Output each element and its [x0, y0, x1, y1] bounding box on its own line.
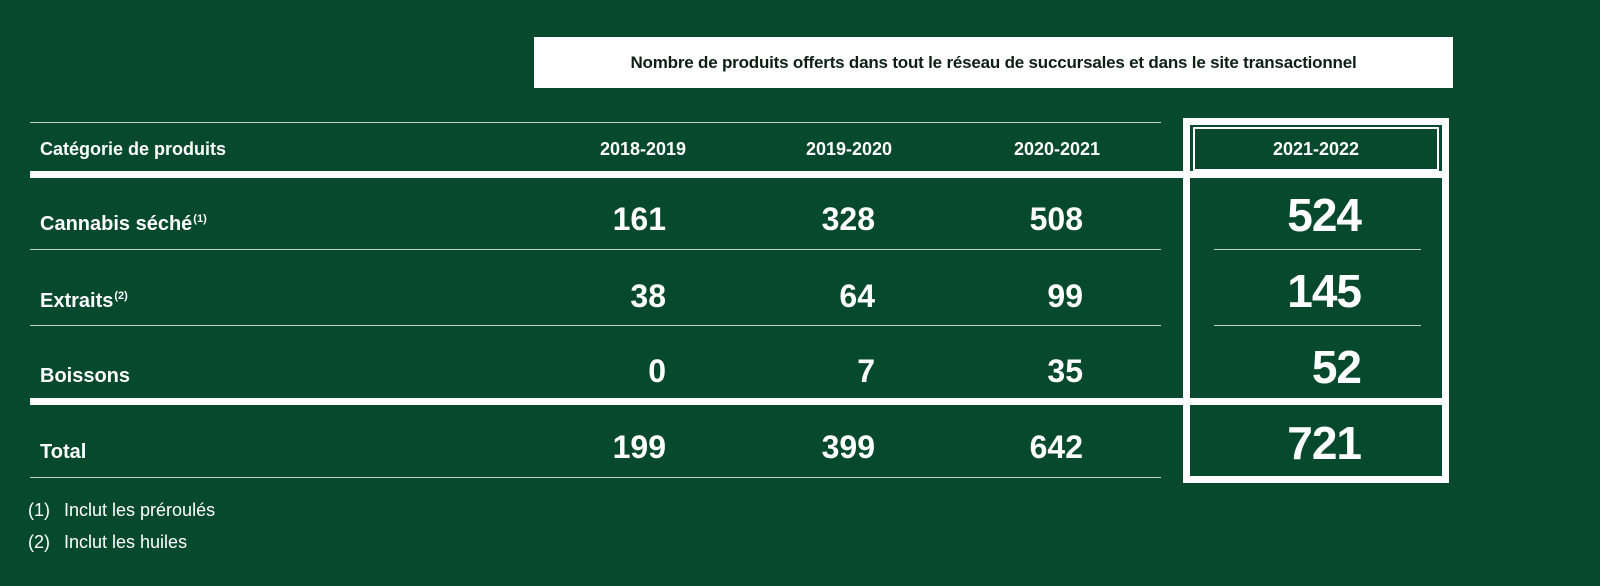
- table-cell: 161: [612, 201, 666, 237]
- highlight-cell: 52: [1311, 341, 1362, 393]
- highlight-row-divider: [1214, 249, 1421, 250]
- total-top-rule: [30, 398, 1449, 405]
- table-bottom-rule: [30, 477, 1161, 478]
- header-bottom-rule: [30, 171, 1449, 178]
- footnote: (1) Inclut les préroulés: [28, 500, 216, 520]
- table-cell: 0: [648, 353, 666, 389]
- highlight-header-frame: [1193, 127, 1439, 171]
- highlight-cell: 524: [1287, 189, 1362, 241]
- table-title: Nombre de produits offerts dans tout le …: [534, 37, 1453, 88]
- footnote: (2) Inclut les huiles: [28, 532, 188, 552]
- header-top-rule: [30, 122, 1161, 123]
- highlight-total-cell: 721: [1287, 417, 1362, 469]
- highlight-cell: 145: [1287, 265, 1362, 317]
- category-header: Catégorie de produits: [40, 139, 227, 159]
- year-header: 2020-2021: [1013, 139, 1101, 159]
- table-cell: 508: [1029, 201, 1083, 237]
- row-label: Extraits(2): [40, 290, 128, 312]
- row-divider: [30, 249, 1161, 250]
- total-cell: 399: [821, 429, 875, 465]
- highlight-column-frame: [1183, 118, 1449, 483]
- row-label: Cannabis séché(1): [40, 213, 207, 235]
- table-cell: 35: [1047, 353, 1083, 389]
- row-divider: [30, 325, 1161, 326]
- table-cell: 38: [630, 278, 666, 314]
- total-cell: 642: [1029, 429, 1083, 465]
- year-header: 2019-2020: [805, 139, 893, 159]
- total-label: Total: [40, 441, 87, 463]
- highlight-row-divider: [1214, 325, 1421, 326]
- year-header: 2018-2019: [599, 139, 687, 159]
- highlight-year-header: 2021-2022: [1272, 139, 1360, 159]
- table-cell: 64: [839, 278, 875, 314]
- total-cell: 199: [612, 429, 666, 465]
- table-cell: 328: [821, 201, 875, 237]
- row-label: Boissons: [40, 365, 131, 387]
- table-cell: 99: [1047, 278, 1083, 314]
- table-cell: 7: [857, 353, 875, 389]
